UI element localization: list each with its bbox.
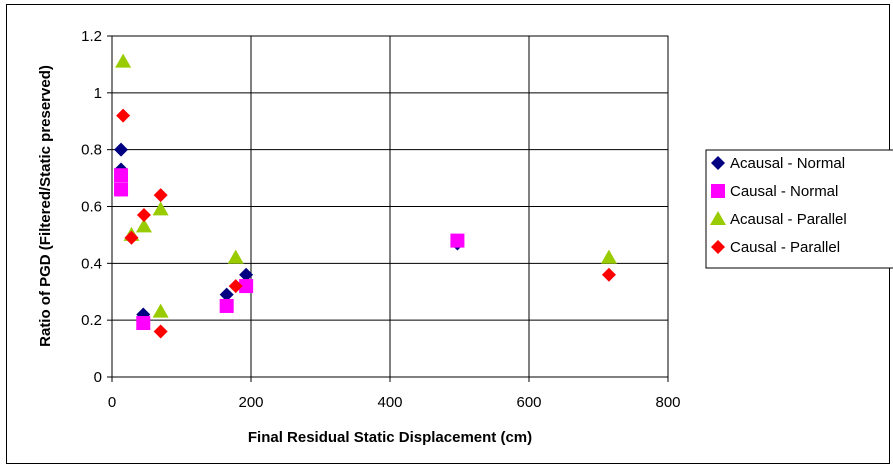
axis-ticks: 0 0.2 0.4 0.6 0.8 1 1.2 0 200 400 600 800 (81, 28, 680, 411)
data-point (124, 230, 139, 245)
data-point (115, 53, 132, 68)
x-tick-label: 0 (108, 394, 116, 411)
y-tick-label: 0 (94, 369, 102, 386)
data-point (239, 267, 254, 282)
legend: Acausal - Normal Causal - Normal Acausal -… (705, 149, 893, 269)
data-point (219, 287, 234, 302)
legend-marker (710, 211, 726, 225)
data-point (239, 279, 254, 294)
y-tick-label: 0.4 (81, 255, 102, 272)
y-axis-label: Ratio of PGD (Filtered/Static preserved) (37, 65, 54, 347)
gridlines (111, 35, 669, 378)
data-point (152, 303, 169, 318)
legend-label: Causal - Parallel (730, 239, 840, 256)
x-tick-label: 200 (238, 394, 263, 411)
data-point (135, 218, 152, 233)
x-axis-label: Final Residual Static Displacement (cm) (248, 429, 532, 446)
data-points (114, 53, 617, 339)
legend-label: Acausal - Normal (730, 155, 845, 172)
data-point (136, 208, 151, 223)
y-tick-label: 1 (94, 85, 102, 102)
y-tick-label: 0.6 (81, 199, 102, 216)
x-tick-label: 400 (377, 394, 402, 411)
data-point (114, 182, 129, 197)
y-tick-label: 0.2 (81, 312, 102, 329)
y-tick-label: 0.8 (81, 142, 102, 159)
y-tick-label: 1.2 (81, 28, 102, 45)
data-point (450, 233, 465, 248)
data-point (153, 324, 168, 339)
x-tick-label: 600 (516, 394, 541, 411)
x-tick-label: 800 (655, 394, 680, 411)
data-point (114, 168, 129, 183)
data-point (219, 298, 234, 313)
legend-marker (711, 184, 725, 198)
data-point (152, 201, 169, 216)
data-point (228, 279, 243, 294)
legend-label: Causal - Normal (730, 183, 838, 200)
legend-marker (711, 156, 725, 170)
data-point (600, 249, 617, 264)
legend-box (705, 149, 893, 269)
legend-label: Acausal - Parallel (730, 211, 847, 228)
legend-marker (711, 240, 725, 254)
data-point (601, 267, 616, 282)
data-point (153, 188, 168, 203)
data-point (116, 108, 131, 123)
data-point (136, 316, 151, 331)
data-point (227, 249, 244, 264)
data-point (114, 142, 129, 157)
